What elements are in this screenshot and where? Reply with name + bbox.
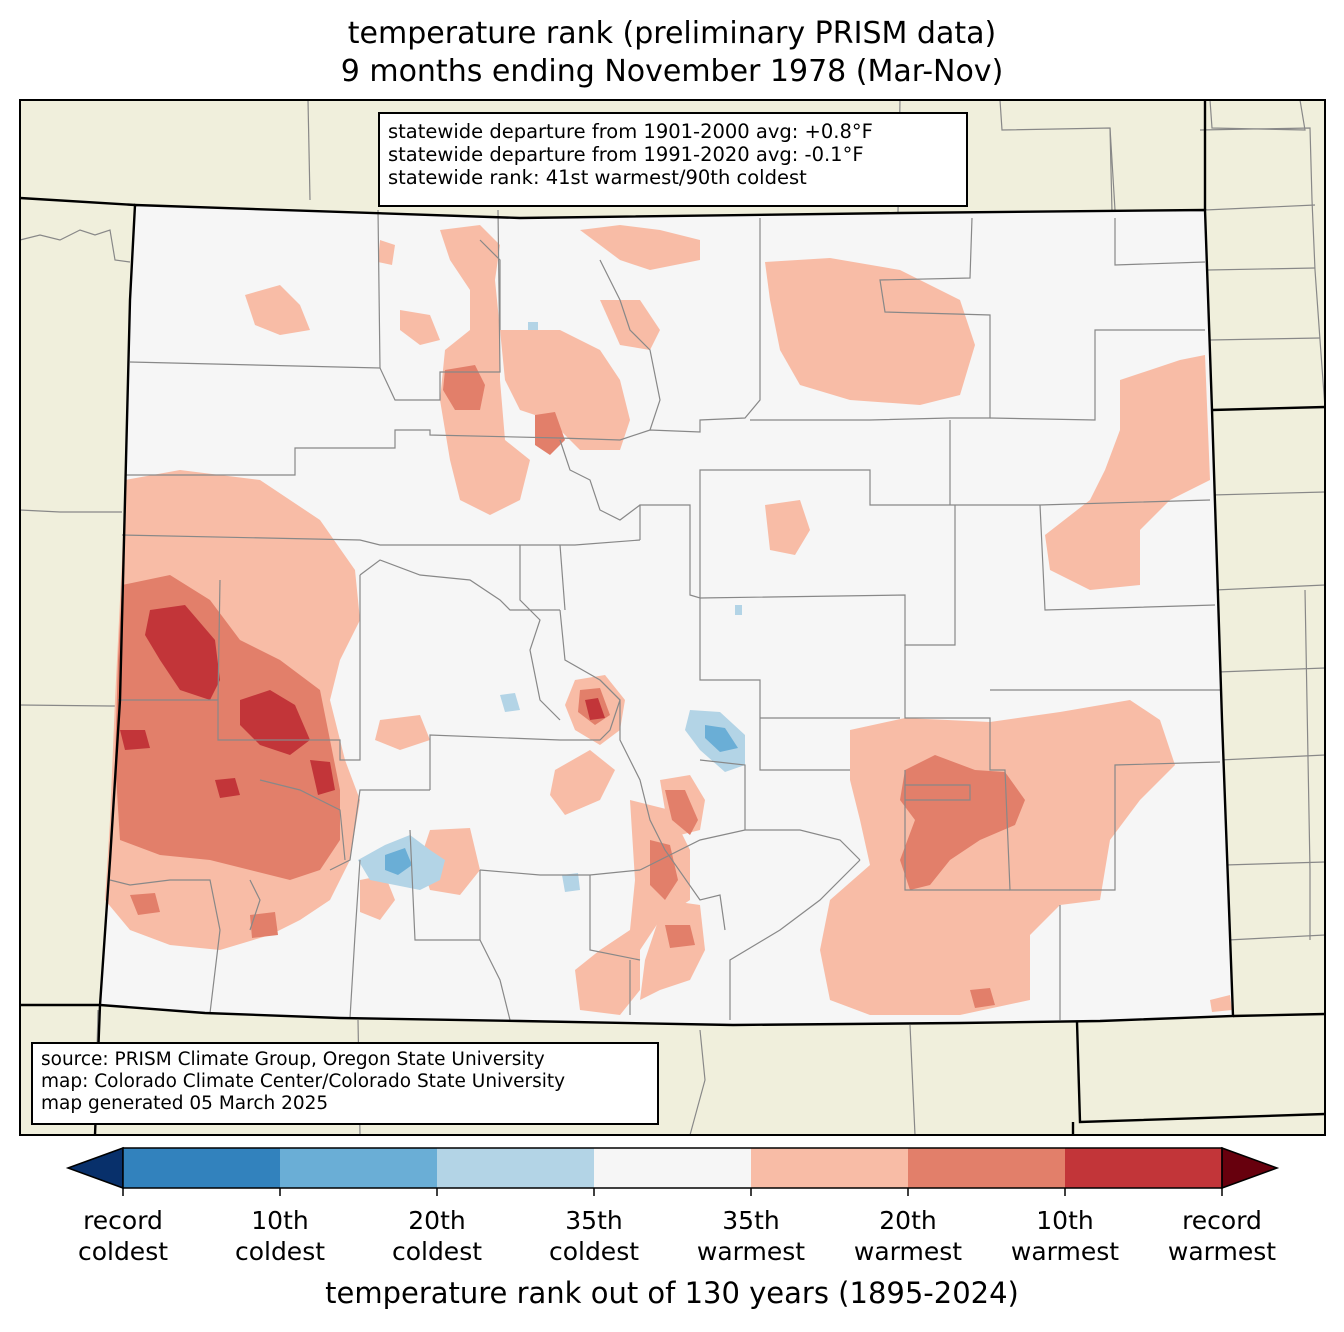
colorbar-tick-label: 35th warmest bbox=[696, 1206, 806, 1266]
colorbar-tick-label: 20th warmest bbox=[853, 1206, 963, 1266]
colorbar-seg-4 bbox=[594, 1148, 751, 1188]
colorbar-extend-warm bbox=[1221, 1146, 1280, 1190]
colorbar-tick-label: 20th coldest bbox=[391, 1206, 483, 1266]
warm-10th-areas bbox=[120, 605, 605, 798]
stats-departure-1991: statewide departure from 1991-2020 avg: … bbox=[388, 143, 864, 166]
source-box: source: PRISM Climate Group, Oregon Stat… bbox=[31, 1042, 659, 1125]
colorbar-tick-label: record warmest bbox=[1167, 1206, 1277, 1266]
county-boundaries bbox=[109, 209, 1221, 1021]
colorbar-tick-label: 35th coldest bbox=[548, 1206, 640, 1266]
colorbar-tick-label: 10th warmest bbox=[1010, 1206, 1120, 1266]
colorbar-label: temperature rank out of 130 years (1895-… bbox=[325, 1276, 1019, 1310]
map-title-line2: 9 months ending November 1978 (Mar-Nov) bbox=[340, 54, 1004, 89]
cold-20th-areas bbox=[385, 725, 738, 875]
colorbar-seg-1 bbox=[123, 1148, 280, 1188]
generated-date-line: map generated 05 March 2025 bbox=[41, 1093, 329, 1114]
stats-rank: statewide rank: 41st warmest/90th coldes… bbox=[388, 166, 807, 189]
map-credit-line: map: Colorado Climate Center/Colorado St… bbox=[41, 1071, 566, 1092]
state-boundaries bbox=[19, 100, 1326, 1136]
stats-departure-1901: statewide departure from 1901-2000 avg: … bbox=[388, 120, 873, 143]
colorbar bbox=[65, 1146, 1280, 1196]
colorbar-outline bbox=[122, 1147, 1223, 1189]
colorbar-seg-7 bbox=[1065, 1148, 1222, 1188]
colorbar-seg-2 bbox=[280, 1148, 437, 1188]
colorbar-tick-label: record coldest bbox=[77, 1206, 169, 1266]
colorbar-seg-5 bbox=[751, 1148, 908, 1188]
colorbar-seg-3 bbox=[437, 1148, 594, 1188]
colorbar-tick-label: 10th coldest bbox=[234, 1206, 326, 1266]
map-title-line1: temperature rank (preliminary PRISM data… bbox=[347, 16, 997, 51]
colorbar-seg-6 bbox=[908, 1148, 1065, 1188]
statewide-stats-box: statewide departure from 1901-2000 avg: … bbox=[378, 112, 968, 207]
map-frame bbox=[19, 99, 1326, 1136]
source-line: source: PRISM Climate Group, Oregon Stat… bbox=[41, 1049, 545, 1070]
colorbar-extend-cold bbox=[65, 1146, 124, 1190]
